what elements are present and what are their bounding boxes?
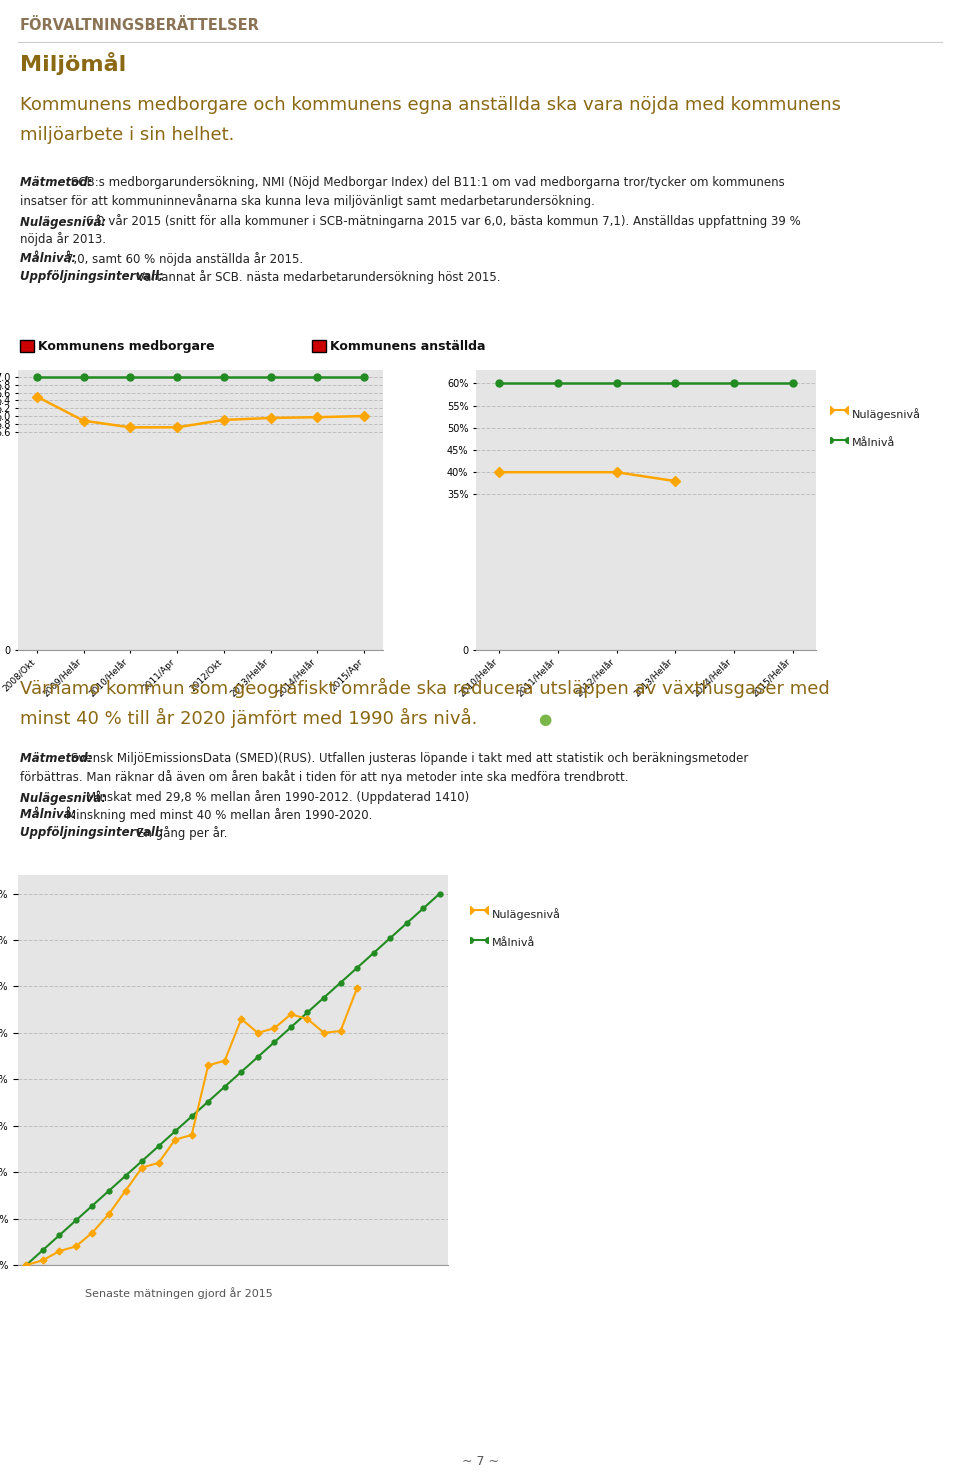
Text: ~ 7 ~: ~ 7 ~ [462, 1455, 498, 1469]
Text: insatser för att kommuninnevånarna ska kunna leva miljövänligt samt medarbetarun: insatser för att kommuninnevånarna ska k… [20, 194, 595, 208]
Text: 6,0 vår 2015 (snitt för alla kommuner i SCB-mätningarna 2015 var 6,0, bästa komm: 6,0 vår 2015 (snitt för alla kommuner i … [86, 214, 801, 228]
Text: SCB:s medborgarundersökning, NMI (Nöjd Medborgar Index) del B11:1 om vad medborg: SCB:s medborgarundersökning, NMI (Nöjd M… [71, 175, 784, 189]
Text: Målnivå:: Målnivå: [20, 252, 81, 265]
Text: Värnamo kommun som geografiskt område ska reducera utsläppen av växthusgaser med: Värnamo kommun som geografiskt område sk… [20, 678, 829, 698]
Text: En gång per år.: En gång per år. [137, 826, 228, 840]
Text: förbättras. Man räknar då även om åren bakåt i tiden för att nya metoder inte sk: förbättras. Man räknar då även om åren b… [20, 770, 629, 784]
Text: Mätmetod:: Mätmetod: [20, 175, 97, 189]
Text: Kommunens medborgare: Kommunens medborgare [38, 340, 215, 354]
Text: Nulägesnivå: Nulägesnivå [852, 408, 921, 420]
Text: Kommunens anställda: Kommunens anställda [330, 340, 486, 354]
Text: 7,0, samt 60 % nöjda anställda år 2015.: 7,0, samt 60 % nöjda anställda år 2015. [66, 252, 303, 267]
Text: ●: ● [538, 711, 551, 728]
Text: Nulägesnivå:: Nulägesnivå: [20, 214, 110, 228]
Text: minst 40 % till år 2020 jämfört med 1990 års nivå.: minst 40 % till år 2020 jämfört med 1990… [20, 709, 477, 728]
Text: Uppföljningsintervall:: Uppföljningsintervall: [20, 826, 168, 840]
Text: Nulägesnivå:: Nulägesnivå: [20, 790, 110, 804]
Text: Målnivå: Målnivå [492, 938, 536, 949]
Text: Mätmetod:: Mätmetod: [20, 753, 97, 764]
Text: Minskning med minst 40 % mellan åren 1990-2020.: Minskning med minst 40 % mellan åren 199… [66, 809, 372, 822]
Text: Miljömål: Miljömål [20, 52, 127, 75]
Text: nöjda år 2013.: nöjda år 2013. [20, 233, 106, 246]
Text: Senaste mätningen gjord år 2015: Senaste mätningen gjord år 2015 [85, 1287, 273, 1299]
Text: Minskat med 29,8 % mellan åren 1990-2012. (Uppdaterad 1410): Minskat med 29,8 % mellan åren 1990-2012… [86, 790, 469, 804]
Text: Målnivå:: Målnivå: [20, 809, 81, 820]
Text: Svensk MiljöEmissionsData (SMED)(RUS). Utfallen justeras löpande i takt med att : Svensk MiljöEmissionsData (SMED)(RUS). U… [71, 753, 749, 764]
Text: FÖRVALTNINGSBERÄTTELSER: FÖRVALTNINGSBERÄTTELSER [20, 18, 260, 32]
Text: Vartannat år SCB. nästa medarbetarundersökning höst 2015.: Vartannat år SCB. nästa medarbetarunders… [137, 270, 501, 284]
Text: Målnivå: Målnivå [852, 437, 896, 448]
Text: Uppföljningsintervall:: Uppföljningsintervall: [20, 270, 168, 283]
Text: Nulägesnivå: Nulägesnivå [492, 907, 561, 921]
Text: Kommunens medborgare och kommunens egna anställda ska vara nöjda med kommunens: Kommunens medborgare och kommunens egna … [20, 96, 841, 113]
Text: miljöarbete i sin helhet.: miljöarbete i sin helhet. [20, 127, 234, 144]
